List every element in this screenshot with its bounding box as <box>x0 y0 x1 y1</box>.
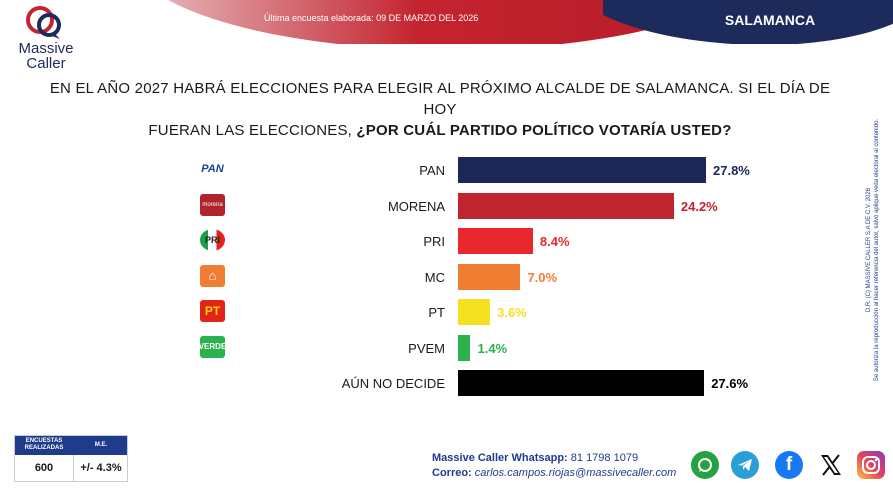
pri-party-icon: PRI <box>200 229 225 251</box>
category-label: PAN <box>419 163 445 178</box>
data-label: 1.4% <box>477 340 508 356</box>
telegram-icon[interactable] <box>731 451 759 479</box>
pt-party-icon: PT <box>200 300 225 322</box>
category-label: MC <box>424 269 445 285</box>
margin-of-error-value: +/- 4.3% <box>80 462 122 474</box>
category-label: PRI <box>423 234 445 249</box>
contact-email: Correo: carlos.campos.riojas@massivecall… <box>432 467 676 479</box>
chart-row: PRI PRI 8.4% <box>0 228 893 254</box>
instagram-icon[interactable] <box>857 451 885 479</box>
sample-size-value: 600 <box>34 462 54 474</box>
category-label: AÚN NO DECIDE <box>341 376 445 391</box>
chart-row: VERDE PVEM 1.4% <box>0 334 893 361</box>
contact-whatsapp: Massive Caller Whatsapp: 81 1798 1079 <box>432 452 638 464</box>
morena-party-icon: morena <box>200 193 225 216</box>
whatsapp-label: Massive Caller Whatsapp: <box>432 452 568 464</box>
sample-divider <box>73 455 74 482</box>
poll-date: Última encuesta elaborada: 09 DE MARZO D… <box>264 13 479 23</box>
bar <box>458 299 491 325</box>
region-title: SALAMANCA <box>724 12 816 28</box>
massive-caller-logo: Massive Caller <box>12 5 80 73</box>
sample-header <box>15 436 127 455</box>
facebook-icon[interactable]: f <box>775 451 803 479</box>
sample-header-margin: M.E. <box>94 442 108 448</box>
mc-party-icon: ⌂ <box>200 264 225 287</box>
chart-row: PT PT 3.6% <box>0 299 893 325</box>
chart-row: morena MORENA 24.2% <box>0 192 893 219</box>
copyright-line-1: D.R. (C) MASSIVE CALLER S.A DE C.V. 2026 <box>866 187 872 313</box>
bar <box>458 334 471 361</box>
question-line-2: FUERAN LAS ELECCIONES, ¿POR CUÁL PARTIDO… <box>40 120 840 141</box>
chart-row: PAN PAN 27.8% <box>0 157 893 183</box>
vote-intention-chart: PAN PAN 27.8% morena MORENA 24.2% PRI PRI 8.4% ⌂ M… <box>0 150 893 396</box>
sample-box: ENCUESTAS REALIZADAS M.E. 600 +/- 4.3% <box>14 435 128 482</box>
bar <box>458 228 533 254</box>
bar <box>458 157 706 183</box>
question-line-2-bold: ¿POR CUÁL PARTIDO POLÍTICO VOTARÍA USTED… <box>356 122 732 139</box>
data-label: 27.6% <box>711 376 749 391</box>
chat-bubbles-icon <box>26 6 61 39</box>
category-label: MORENA <box>387 198 445 214</box>
data-label: 7.0% <box>527 269 558 285</box>
bar <box>458 192 674 219</box>
x-icon[interactable] <box>817 451 845 479</box>
category-label: PT <box>428 305 445 320</box>
sample-header-surveys: ENCUESTAS REALIZADAS <box>24 438 64 451</box>
chart-row: AÚN NO DECIDE 27.6% <box>0 370 893 396</box>
whatsapp-icon[interactable] <box>691 451 719 479</box>
data-label: 24.2% <box>680 198 718 214</box>
email-label: Correo: <box>432 467 472 479</box>
copyright-note: D.R. (C) MASSIVE CALLER S.A DE C.V. 2026… <box>858 85 888 415</box>
bar <box>458 263 521 290</box>
copyright-text: D.R. (C) MASSIVE CALLER S.A DE C.V. 2026… <box>865 85 881 415</box>
data-label: 27.8% <box>713 163 750 178</box>
header-navy-banner <box>603 0 893 44</box>
email-address[interactable]: carlos.campos.riojas@massivecaller.com <box>471 467 677 479</box>
copyright-line-2: Se autoriza la reproducción al hacer ref… <box>874 118 880 382</box>
pan-party-icon: PAN <box>200 158 225 180</box>
survey-question: EN EL AÑO 2027 HABRÁ ELECCIONES PARA ELE… <box>40 78 840 141</box>
question-line-1: EN EL AÑO 2027 HABRÁ ELECCIONES PARA ELE… <box>49 80 831 118</box>
category-label: PVEM <box>408 340 445 356</box>
whatsapp-number[interactable]: 81 1798 1079 <box>567 452 639 464</box>
question-line-2-plain: FUERAN LAS ELECCIONES, <box>148 122 357 139</box>
data-label: 8.4% <box>539 234 570 249</box>
bar <box>458 370 705 396</box>
logo-text-caller: Caller <box>26 55 66 72</box>
chart-row: ⌂ MC 7.0% <box>0 263 893 290</box>
verde-party-icon: VERDE <box>199 335 226 358</box>
data-label: 3.6% <box>497 305 527 320</box>
logo-text-massive: Massive <box>18 40 74 57</box>
